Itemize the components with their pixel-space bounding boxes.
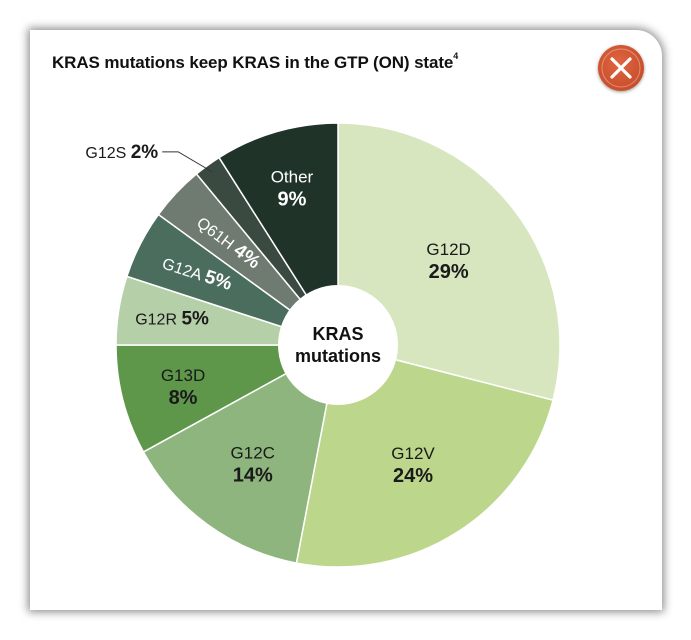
slice-label-g12s: G12S 2% — [85, 142, 213, 173]
slice-label-g13d: G13D 8% — [161, 366, 205, 409]
close-button[interactable] — [598, 45, 644, 91]
slice-value-g12v: 24% — [393, 465, 433, 487]
svg-text:G12S 2%: G12S 2% — [85, 142, 158, 163]
pie-center-hole — [278, 285, 398, 405]
slice-value-g12c: 14% — [233, 464, 273, 486]
center-label-line-1: KRAS — [312, 324, 363, 344]
slice-name-g12r: G12R — [135, 312, 181, 329]
slice-value-g12d: 29% — [429, 261, 469, 283]
close-icon — [601, 48, 641, 88]
info-card: KRAS mutations keep KRAS in the GTP (ON)… — [30, 30, 662, 610]
slice-label-g12r: G12R 5% — [135, 309, 209, 330]
slice-label-g12d: G12D 29% — [426, 240, 470, 283]
slice-value-g12s: 2% — [131, 142, 159, 163]
pie-slice-g13d — [115, 344, 339, 453]
slice-label-other: Other 9% — [271, 168, 314, 211]
slice-value-g13d: 8% — [169, 387, 198, 409]
slice-label-g12v: G12V 24% — [391, 444, 435, 487]
slice-name-other: Other — [271, 168, 314, 187]
slice-name-g12v: G12V — [391, 444, 435, 463]
slice-name-g12s: G12S — [85, 145, 130, 162]
slice-value-g12r: 5% — [181, 309, 209, 330]
pie-slice-other — [218, 122, 339, 348]
title-superscript: 4 — [453, 51, 459, 62]
svg-text:G12R 5%: G12R 5% — [135, 309, 209, 330]
slice-name-g12d: G12D — [426, 240, 470, 259]
slice-value-other: 9% — [278, 189, 307, 211]
slice-label-g12c: G12C 14% — [231, 443, 275, 486]
card-title: KRAS mutations keep KRAS in the GTP (ON)… — [52, 51, 459, 72]
center-label-line-2: mutations — [295, 346, 381, 366]
slice-name-g12c: G12C — [231, 443, 275, 462]
leader-line-g12s — [162, 151, 213, 173]
pie-slice-g12c — [142, 343, 340, 564]
slice-name-g13d: G13D — [161, 366, 205, 385]
